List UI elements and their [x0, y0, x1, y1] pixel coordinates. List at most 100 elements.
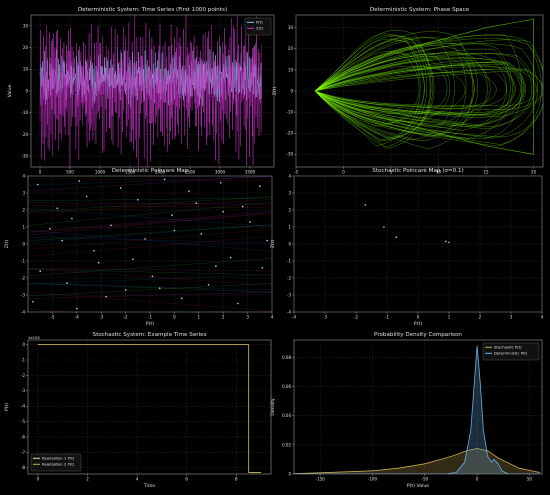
- y-tick-label: -30: [21, 154, 28, 159]
- scatter-point: [61, 239, 63, 242]
- background-streak: [28, 291, 272, 299]
- scatter-point: [259, 185, 261, 187]
- x-tick-label: 1: [198, 315, 201, 320]
- chart-title: Deterministic System: Phase Space: [370, 7, 470, 13]
- y-tick-label: 4: [288, 173, 291, 178]
- x-tick-label: -150: [316, 477, 326, 482]
- x-tick-label: -1: [385, 315, 389, 320]
- background-streak: [28, 229, 272, 252]
- y-axis-label: Z(t): [4, 240, 10, 249]
- trajectory: [314, 38, 543, 145]
- scatter-point: [71, 217, 73, 220]
- scatter-point: [85, 195, 88, 198]
- y-tick-label: -10: [21, 110, 28, 115]
- chart-panel-5: 0 2 4 6 8 0 -1 -2 -3 -4 -5 -6 -7 -8 Stochastic System:…: [4, 332, 272, 489]
- chart-panel-3: -5 -4 -3 -2 -1 0 1 2 3 4 -4 -3 -2 -1 0 1 2 3 4 Deterministi…: [4, 167, 274, 327]
- background-streak: [28, 202, 272, 205]
- x-tick-label: 0: [476, 477, 479, 482]
- y-tick-label: 0: [22, 342, 25, 347]
- scatter-point: [364, 204, 367, 206]
- background-streak: [28, 201, 272, 226]
- scatter-point: [76, 307, 78, 310]
- plot-area: [293, 339, 543, 475]
- y-tick-label: -20: [286, 131, 293, 136]
- legend: Stochastic P(t)Deterministic P(t): [482, 342, 540, 361]
- y-tick-label: 0.02: [282, 442, 291, 447]
- x-tick-label: -100: [368, 477, 378, 482]
- scatter-point: [163, 178, 166, 181]
- x-axis-label: P(t): [146, 321, 154, 327]
- trajectory: [314, 72, 497, 110]
- trajectory: [314, 52, 488, 128]
- scatter-point: [124, 289, 127, 291]
- x-tick-label: -3: [99, 315, 103, 320]
- x-tick-label: -5: [294, 170, 298, 175]
- x-tick-label: 1: [448, 315, 451, 320]
- y-tick-label: -30: [286, 152, 293, 157]
- x-tick-label: 1500: [125, 170, 136, 175]
- background-streak: [28, 274, 272, 285]
- trajectory: [314, 61, 525, 115]
- scatter-point: [445, 240, 447, 243]
- scatter-point: [78, 180, 81, 182]
- y-tick-label: 0.08: [282, 355, 291, 360]
- x-tick-label: 0: [39, 170, 42, 175]
- y-tick-label: 20: [288, 46, 294, 51]
- x-tick-label: 5: [390, 170, 393, 175]
- background-streak: [28, 224, 272, 243]
- x-tick-label: 2: [479, 315, 482, 320]
- x-tick-label: 500: [66, 170, 74, 175]
- x-tick-label: 10: [436, 170, 442, 175]
- y-tick-label: -5: [21, 419, 25, 424]
- y-tick-label: -6: [21, 434, 25, 439]
- legend-box: [482, 342, 540, 361]
- y-tick-label: 30: [23, 23, 29, 28]
- trajectory-envelope: [314, 18, 534, 155]
- chart-title: Stochastic System: Example Time Series: [93, 332, 207, 338]
- scatter-point: [237, 302, 239, 305]
- legend-box: [30, 453, 82, 472]
- scatter-point: [188, 190, 190, 193]
- x-tick-label: 2: [222, 315, 225, 320]
- scatter-point: [200, 233, 203, 235]
- plot-marks: [364, 204, 450, 244]
- trajectory: [314, 33, 421, 147]
- scatter-point: [195, 202, 198, 204]
- background-streak: [28, 292, 272, 312]
- x-tick-label: 50: [527, 477, 533, 482]
- y-tick-label: 10: [288, 67, 294, 72]
- y-axis-label: Z(t): [272, 87, 278, 96]
- scatter-point: [222, 210, 224, 213]
- trajectory: [314, 30, 432, 149]
- density-fill-2: [294, 345, 542, 474]
- scatter-point: [171, 214, 173, 216]
- background-streak: [28, 178, 272, 182]
- background-streak: [28, 283, 272, 297]
- density-fill-1: [294, 448, 540, 474]
- y-axis-label: Value: [7, 85, 13, 98]
- scatter-point: [173, 229, 176, 232]
- scatter-point: [93, 250, 95, 252]
- plot-marks: [28, 176, 272, 312]
- background-streak: [28, 228, 272, 250]
- y-axis-label: Density: [270, 398, 276, 416]
- x-tick-label: 3500: [245, 170, 256, 175]
- y-tick-label: 0: [22, 241, 25, 246]
- plot-area: [27, 175, 273, 313]
- y-tick-label: 3: [288, 190, 291, 195]
- scatter-point: [105, 295, 107, 298]
- y-tick-label: -4: [21, 309, 25, 314]
- y-tick-label: 0: [25, 88, 28, 93]
- x-tick-label: 4: [541, 315, 544, 320]
- scatter-point: [56, 207, 59, 210]
- scatter-point: [229, 256, 232, 259]
- scatter-point: [249, 221, 251, 223]
- x-tick-label: 2: [86, 477, 89, 482]
- x-tick-label: -4: [292, 315, 296, 320]
- chart-panel-4: -4 -3 -2 -1 0 1 2 3 4 -4 -3 -2 -1 0 1 2 3 4 Stochastic Poi…: [270, 167, 544, 327]
- scatter-point: [261, 267, 264, 269]
- scatter-point: [49, 227, 51, 230]
- y-tick-label: -1: [21, 357, 25, 362]
- scatter-point: [215, 265, 217, 267]
- scatter-point: [119, 187, 122, 189]
